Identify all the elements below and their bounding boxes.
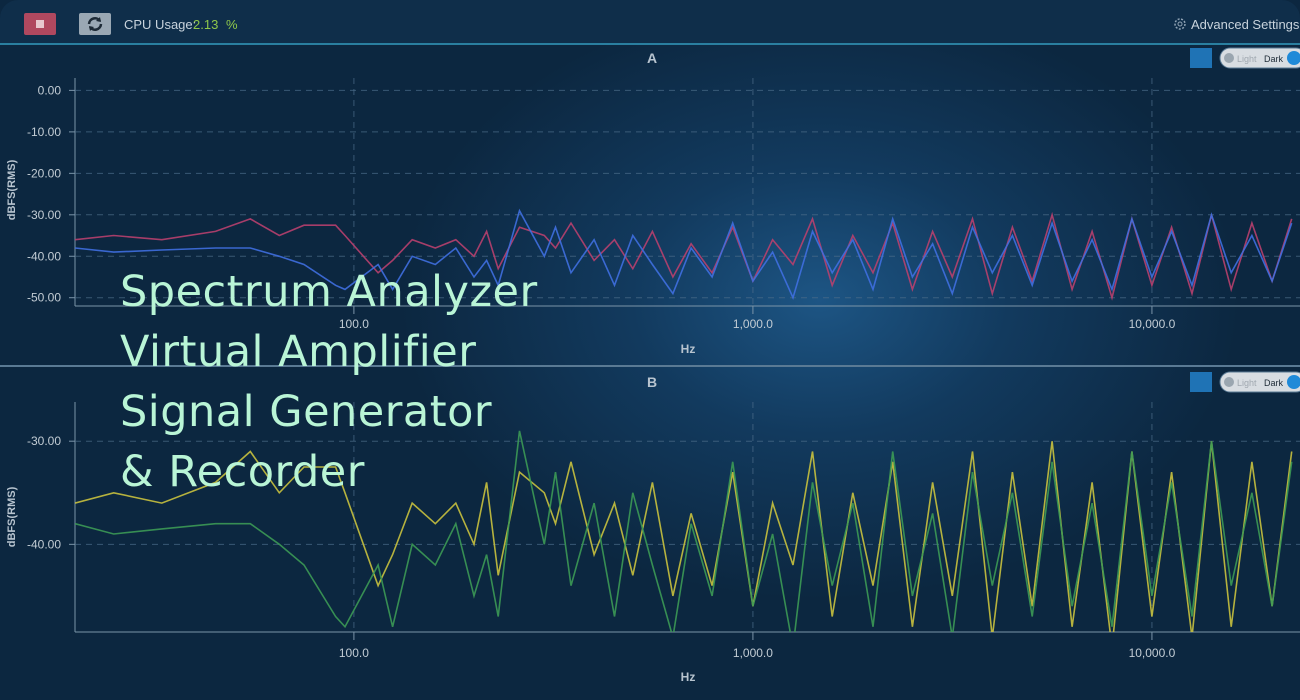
theme-toggle[interactable] xyxy=(1219,371,1300,393)
toggle-knob-active xyxy=(1287,375,1300,389)
plot-area xyxy=(75,208,1293,301)
overlay-line: Spectrum Analyzer xyxy=(120,267,538,317)
snapshot-button[interactable] xyxy=(1190,372,1212,392)
x-tick-label: 100.0 xyxy=(339,317,369,331)
x-tick-label: 100.0 xyxy=(339,646,369,660)
y-tick-label: -50.00 xyxy=(27,291,61,305)
theme-toggle[interactable] xyxy=(1219,47,1300,69)
advanced-settings[interactable]: Advanced Settings xyxy=(1191,17,1300,32)
toggle-knob xyxy=(1224,53,1234,63)
series-line xyxy=(75,211,1293,301)
toggle-dark: Dark xyxy=(1264,378,1284,388)
toggle-knob xyxy=(1224,377,1234,387)
x-tick-label: 1,000.0 xyxy=(733,317,773,331)
y-tick-label: -40.00 xyxy=(27,249,61,263)
series-line xyxy=(75,430,1293,632)
x-tick-label: 1,000.0 xyxy=(733,646,773,660)
refresh-button[interactable] xyxy=(79,13,111,35)
y-tick-label: -30.00 xyxy=(27,434,61,448)
y-axis-label: dBFS(RMS) xyxy=(6,159,18,220)
stop-button[interactable] xyxy=(24,13,56,35)
cpu-value: 2.13 xyxy=(193,17,219,32)
y-tick-label: -40.00 xyxy=(27,537,61,551)
cpu-label: CPU Usage: xyxy=(124,17,197,32)
refresh-icon xyxy=(87,17,103,31)
toolbar: CPU Usage: 2.13 % Advanced Settings xyxy=(0,0,1300,45)
y-axis-label: dBFS(RMS) xyxy=(6,486,18,547)
series-line xyxy=(75,208,1293,301)
x-axis-label: Hz xyxy=(681,670,696,684)
toggle-light: Light xyxy=(1237,378,1257,388)
chart-title: B xyxy=(647,374,657,390)
series-line xyxy=(75,441,1293,632)
y-tick-label: -30.00 xyxy=(27,208,61,222)
plot-area xyxy=(75,430,1293,632)
y-tick-label: 0.00 xyxy=(38,83,62,97)
cpu-unit: % xyxy=(226,17,238,32)
overlay-line: & Recorder xyxy=(120,447,365,497)
toggle-light: Light xyxy=(1237,54,1257,64)
y-tick-label: -20.00 xyxy=(27,166,61,180)
overlay-line: Signal Generator xyxy=(120,387,493,437)
settings-icon[interactable] xyxy=(1172,16,1188,32)
snapshot-button[interactable] xyxy=(1190,48,1212,68)
x-axis-label: Hz xyxy=(681,342,696,356)
chart-title: A xyxy=(647,50,657,66)
y-tick-label: -10.00 xyxy=(27,125,61,139)
overlay-text: Spectrum Analyzer Virtual Amplifier Sign… xyxy=(120,262,538,502)
x-tick-label: 10,000.0 xyxy=(1129,646,1176,660)
x-tick-label: 10,000.0 xyxy=(1129,317,1176,331)
toggle-dark: Dark xyxy=(1264,54,1284,64)
overlay-line: Virtual Amplifier xyxy=(120,327,477,377)
toggle-knob-active xyxy=(1287,51,1300,65)
